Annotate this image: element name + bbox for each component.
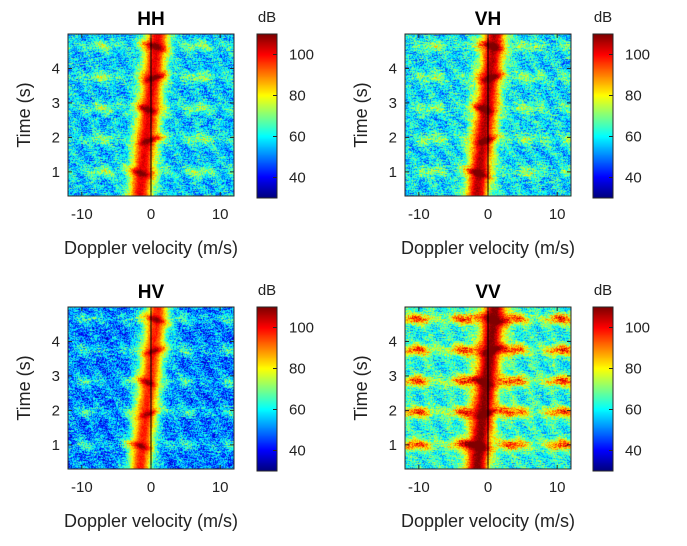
colorbar-tick-label: 80 xyxy=(289,88,306,105)
x-tick-label: 0 xyxy=(484,479,492,496)
colorbar-frame xyxy=(592,33,614,199)
colorbar-tick-label: 100 xyxy=(289,47,314,64)
y-tick-label: 3 xyxy=(52,95,60,112)
colorbar-tick-label: 100 xyxy=(625,47,650,64)
colorbar-tick-label: 40 xyxy=(625,443,642,460)
x-tick-label: 0 xyxy=(147,206,155,223)
y-tick-label: 1 xyxy=(52,437,60,454)
x-axis-label: Doppler velocity (m/s) xyxy=(401,511,575,531)
colorbar-tick-label: 40 xyxy=(289,170,306,187)
colorbar-tick-label: 40 xyxy=(289,443,306,460)
y-tick-label: 4 xyxy=(52,60,60,77)
y-axis-label: Time (s) xyxy=(14,82,34,147)
x-tick-label: -10 xyxy=(408,479,430,496)
x-tick-label: 10 xyxy=(212,479,229,496)
colorbar-tick-label: 60 xyxy=(289,129,306,146)
y-axis-label: Time (s) xyxy=(351,355,371,420)
y-tick-label: 3 xyxy=(389,95,397,112)
colorbar-tick-label: 40 xyxy=(625,170,642,187)
x-tick-label: -10 xyxy=(71,206,93,223)
y-tick-label: 4 xyxy=(52,333,60,350)
y-tick-label: 3 xyxy=(52,368,60,385)
x-tick-label: -10 xyxy=(71,479,93,496)
y-tick-label: 1 xyxy=(389,164,397,181)
y-axis-label: Time (s) xyxy=(351,82,371,147)
colorbar-label: dB xyxy=(594,9,612,26)
colorbar-tick-label: 60 xyxy=(625,129,642,146)
colorbar-hh xyxy=(257,34,277,198)
x-axis-label: Doppler velocity (m/s) xyxy=(64,511,238,531)
colorbar-tick-label: 80 xyxy=(289,361,306,378)
x-axis-label: Doppler velocity (m/s) xyxy=(401,238,575,258)
colorbar-vv xyxy=(593,307,613,471)
x-tick-label: -10 xyxy=(408,206,430,223)
panel-title-vv: VV xyxy=(475,282,501,303)
y-tick-label: 4 xyxy=(389,60,397,77)
colorbar-tick-label: 80 xyxy=(625,361,642,378)
x-tick-label: 10 xyxy=(212,206,229,223)
colorbar-frame xyxy=(256,33,278,199)
colorbar-tick-label: 80 xyxy=(625,88,642,105)
y-tick-label: 2 xyxy=(52,402,60,419)
y-tick-label: 2 xyxy=(389,129,397,146)
x-tick-label: 0 xyxy=(484,206,492,223)
x-tick-label: 10 xyxy=(549,479,566,496)
y-tick-label: 1 xyxy=(52,164,60,181)
colorbar-frame xyxy=(592,306,614,472)
y-tick-label: 3 xyxy=(389,368,397,385)
panel-title-hh: HH xyxy=(137,9,164,30)
y-tick-label: 4 xyxy=(389,333,397,350)
y-tick-label: 2 xyxy=(389,402,397,419)
y-tick-label: 1 xyxy=(389,437,397,454)
x-tick-label: 10 xyxy=(549,206,566,223)
colorbar-tick-label: 60 xyxy=(625,402,642,419)
y-tick-label: 2 xyxy=(52,129,60,146)
colorbar-frame xyxy=(256,306,278,472)
y-axis-label: Time (s) xyxy=(14,355,34,420)
colorbar-tick-label: 100 xyxy=(289,320,314,337)
panel-hh: HH -10 0 10 1 2 3 4 Doppler velocity (m/s) Time (… xyxy=(14,9,314,258)
colorbar-label: dB xyxy=(594,282,612,299)
colorbar-hv xyxy=(257,307,277,471)
colorbar-label: dB xyxy=(258,282,276,299)
x-tick-label: 0 xyxy=(147,479,155,496)
panel-title-vh: VH xyxy=(475,9,501,30)
panel-vh: VH -10 0 10 1 2 3 4 Doppler velocity (m/s) Time (… xyxy=(351,9,650,258)
colorbar-vh xyxy=(593,34,613,198)
panel-title-hv: HV xyxy=(138,282,165,303)
colorbar-tick-label: 100 xyxy=(625,320,650,337)
colorbar-label: dB xyxy=(258,9,276,26)
panel-hv: HV -10 0 10 1 2 3 4 Doppler velocity (m/s) Time (… xyxy=(14,282,314,531)
colorbar-tick-label: 60 xyxy=(289,402,306,419)
panel-vv: VV -10 0 10 1 2 3 4 Doppler velocity (m/s) Time (… xyxy=(351,282,650,531)
x-axis-label: Doppler velocity (m/s) xyxy=(64,238,238,258)
